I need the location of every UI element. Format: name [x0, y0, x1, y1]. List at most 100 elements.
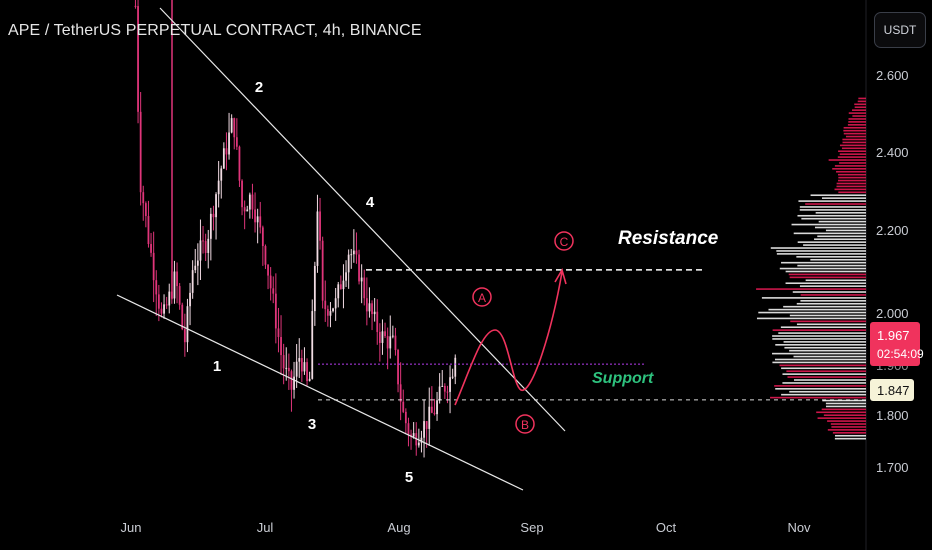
volume-profile-bar [805, 203, 866, 205]
candle-body [438, 386, 441, 401]
candle-body [329, 311, 332, 316]
candle-body [202, 240, 204, 242]
candle-body [352, 250, 355, 255]
candle-body [451, 376, 454, 378]
candle-body [254, 209, 256, 223]
volume-profile-bar [756, 288, 866, 290]
candle-body [308, 378, 311, 382]
currency-selector-button[interactable]: USDT [874, 12, 926, 48]
volume-profile-bar [842, 138, 866, 141]
volume-profile-bar [838, 191, 866, 194]
volume-profile-bar [774, 385, 866, 387]
candle-body [391, 335, 394, 337]
candle-body [277, 328, 280, 338]
volume-profile-bar [834, 437, 866, 440]
volume-profile-bar [843, 129, 866, 132]
wave-label-2: 2 [255, 79, 263, 96]
candle-body [194, 265, 197, 271]
candle-body [139, 111, 142, 193]
candle-body [165, 304, 168, 306]
abc-label-c: C [554, 231, 574, 251]
projected-wave-path [454, 271, 563, 406]
volume-profile-bar [843, 132, 866, 135]
candle-body [222, 148, 225, 169]
svg-text:B: B [521, 418, 529, 432]
volume-profile-bar [805, 279, 866, 282]
candle-body [345, 272, 347, 281]
candle-body [163, 304, 165, 314]
candle-body [189, 292, 191, 307]
candle-body [298, 358, 301, 362]
x-tick-label: Jun [121, 520, 142, 535]
volume-profile-bar [832, 432, 866, 434]
candle-body [454, 357, 457, 377]
abc-label-a: A [472, 287, 492, 307]
resistance-annotation: Resistance [618, 228, 719, 249]
svg-text:1.967: 1.967 [877, 328, 910, 343]
svg-text:C: C [560, 235, 569, 249]
volume-profile-bar [776, 253, 866, 255]
candle-body [389, 336, 392, 349]
volume-profile-bar [823, 414, 866, 417]
candle-body [267, 264, 269, 276]
volume-profile-bar [836, 182, 866, 185]
candle-body [358, 254, 360, 282]
volume-profile-bar [852, 115, 866, 117]
volume-profile-bar [837, 173, 866, 176]
candle-body [321, 240, 324, 301]
volume-profile-bar [800, 300, 866, 302]
candle-body [168, 291, 171, 306]
volume-profile-bar [839, 153, 866, 155]
candle-body [378, 332, 381, 343]
volume-profile-bar [800, 294, 866, 296]
wave-label-5: 5 [405, 469, 413, 486]
svg-text:1.847: 1.847 [877, 383, 910, 398]
candle-body [342, 280, 345, 290]
volume-profile-bar [839, 144, 866, 147]
candle-body [264, 246, 267, 265]
candle-body [376, 311, 379, 333]
volume-profile-bar [772, 352, 866, 355]
candle-body [248, 194, 251, 210]
volume-profile-bar [772, 335, 866, 337]
volume-profile-bar [783, 305, 866, 308]
candle-body [157, 294, 160, 309]
candle-body [178, 286, 181, 305]
last-price-tag: 1.967 02:54:09 [870, 322, 924, 366]
volume-profile-bar [857, 100, 866, 103]
abc-label-b: B [515, 414, 535, 434]
volume-profile-bar [827, 420, 866, 422]
volume-profile-bar [786, 370, 866, 373]
channel-lower-line [116, 294, 524, 491]
wave-label-1: 1 [213, 358, 221, 375]
candle-body [212, 213, 215, 218]
candle-body [282, 355, 285, 369]
volume-profile-bar [838, 150, 866, 153]
volume-profile-bar [858, 97, 866, 100]
candle-body [150, 244, 152, 253]
candle-body [290, 371, 293, 390]
y-tick-label: 2.200 [876, 223, 909, 238]
candle-body [142, 192, 145, 204]
volume-profile-bar [854, 106, 866, 109]
volume-profile-bar [839, 162, 866, 164]
volume-profile-bar [782, 382, 866, 384]
candle-body [446, 391, 449, 393]
candle-body [443, 385, 446, 392]
x-tick-label: Aug [387, 520, 410, 535]
candle-body [199, 240, 202, 261]
volume-profile-bar [756, 317, 866, 320]
candle-body [196, 260, 199, 266]
volume-profile-bar [803, 244, 866, 246]
volume-profile-bar [814, 226, 866, 229]
candle-body [430, 406, 433, 413]
volume-profile-bar [775, 388, 866, 390]
volume-profile-bar [838, 179, 866, 182]
candle-body [337, 284, 340, 299]
volume-profile-bar [768, 308, 866, 311]
candle-body [293, 376, 295, 390]
candle-body [272, 288, 275, 294]
candle-body [368, 303, 371, 312]
candle-body [246, 209, 249, 212]
